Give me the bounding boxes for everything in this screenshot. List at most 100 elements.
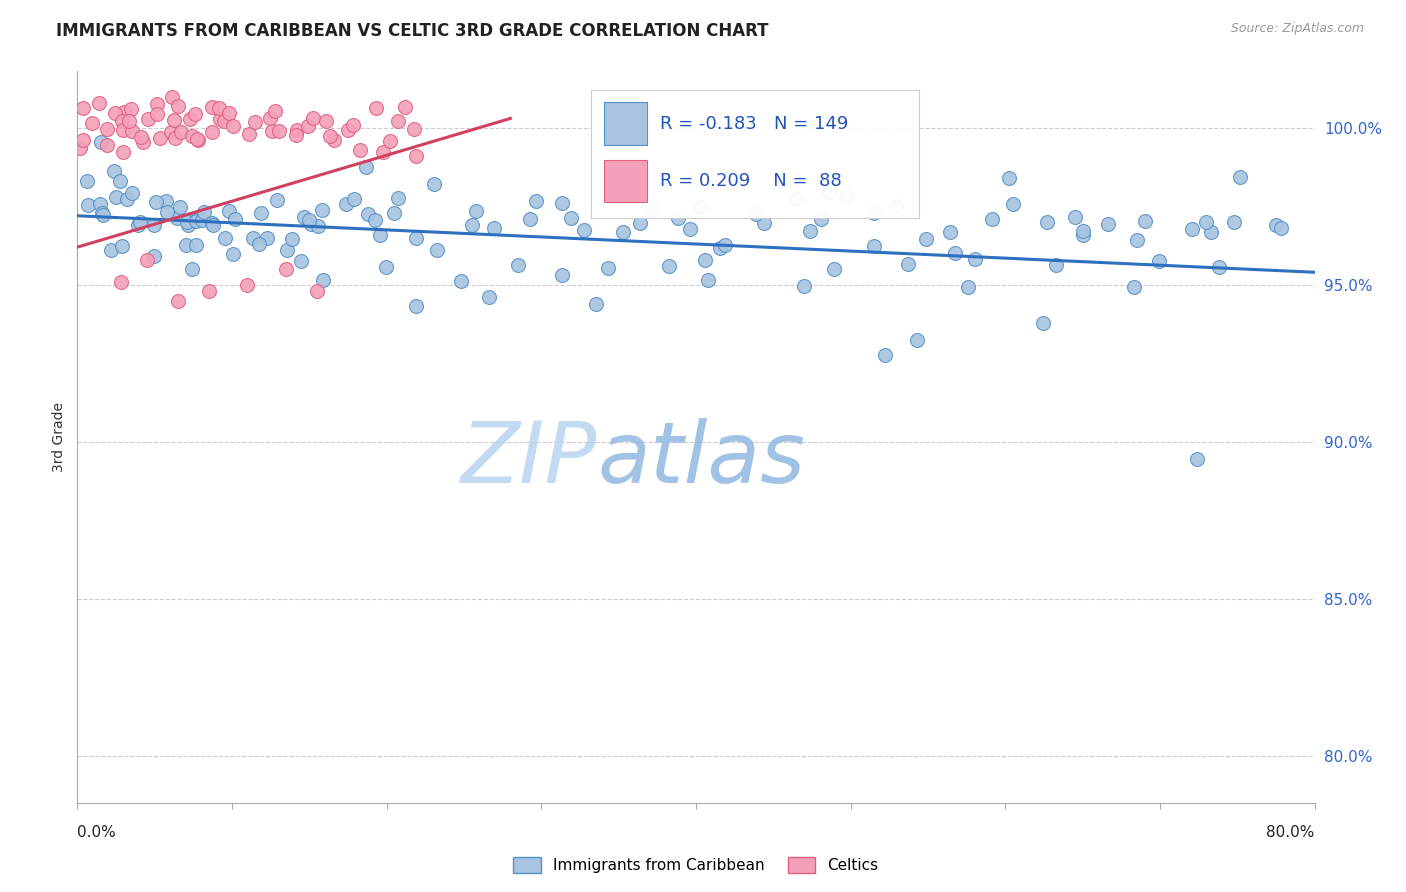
Point (374, 260, 396, 275)
Point (221, 120, 243, 134)
Point (560, 211, 582, 226)
Point (110, 275, 132, 289)
Point (343, 192, 366, 206)
Point (1035, 215, 1057, 229)
Point (177, 218, 200, 232)
Point (371, 145, 394, 160)
Point (167, 99, 190, 113)
Point (572, 223, 595, 237)
Point (184, 213, 207, 227)
Point (697, 272, 720, 286)
Point (218, 106, 240, 120)
Y-axis label: 3rd Grade: 3rd Grade (52, 402, 66, 472)
Point (285, 128, 308, 142)
Point (1222, 215, 1244, 229)
Point (981, 211, 1004, 226)
Point (285, 123, 308, 137)
Point (138, 112, 160, 126)
Legend: Immigrants from Caribbean, Celtics: Immigrants from Caribbean, Celtics (508, 851, 884, 880)
Point (835, 189, 858, 203)
Point (263, 104, 285, 119)
Point (108, 174, 131, 188)
Point (478, 290, 501, 304)
Point (193, 205, 215, 219)
Text: ZIP: ZIP (461, 417, 598, 500)
Point (315, 113, 337, 128)
Point (709, 241, 731, 255)
Point (793, 278, 815, 293)
Point (914, 232, 936, 246)
Point (290, 254, 312, 268)
Point (319, 129, 342, 144)
Point (897, 257, 920, 271)
Point (368, 228, 391, 243)
Point (1270, 221, 1292, 235)
Point (127, 218, 149, 232)
Point (60, 139, 83, 153)
Point (169, 200, 191, 214)
Point (823, 261, 845, 276)
Point (176, 215, 198, 229)
Point (963, 252, 986, 266)
Point (149, 131, 172, 145)
Point (297, 119, 319, 133)
Point (249, 206, 271, 220)
Point (658, 259, 681, 273)
Point (260, 124, 283, 138)
Point (1187, 451, 1209, 466)
Point (131, 135, 153, 149)
Point (357, 207, 380, 221)
Point (713, 238, 735, 252)
Point (1097, 218, 1119, 232)
Point (1201, 225, 1223, 239)
Point (96, 122, 118, 136)
Point (103, 164, 125, 178)
Point (378, 134, 401, 148)
Point (165, 131, 187, 145)
Point (201, 218, 224, 232)
Point (387, 113, 409, 128)
Point (641, 202, 664, 217)
Point (323, 133, 346, 147)
Point (301, 111, 323, 125)
Point (956, 280, 979, 294)
Point (69, 141, 91, 155)
Point (679, 222, 702, 236)
Point (342, 118, 364, 132)
Point (519, 212, 541, 227)
Point (276, 244, 298, 258)
Point (146, 107, 169, 121)
Point (181, 129, 204, 144)
Point (335, 197, 357, 211)
Point (72, 133, 94, 147)
Point (299, 217, 322, 231)
Point (387, 191, 409, 205)
Point (104, 189, 127, 203)
Point (89, 196, 111, 211)
Point (224, 212, 246, 227)
Point (382, 206, 405, 220)
Point (129, 129, 152, 144)
Point (121, 186, 143, 201)
Point (354, 160, 377, 174)
Point (160, 90, 183, 104)
Point (596, 260, 619, 275)
Point (174, 238, 197, 252)
Point (551, 195, 574, 210)
Point (181, 261, 204, 276)
Point (693, 253, 716, 268)
Point (256, 230, 278, 244)
Point (90, 135, 112, 149)
Point (526, 194, 548, 208)
Point (1195, 215, 1218, 229)
Point (201, 125, 224, 139)
Point (201, 100, 224, 114)
Point (690, 200, 713, 214)
Point (280, 232, 302, 246)
Point (1045, 259, 1067, 273)
Point (247, 236, 270, 251)
Point (111, 238, 134, 252)
Point (307, 219, 329, 233)
Point (423, 177, 446, 191)
Point (96, 137, 118, 152)
